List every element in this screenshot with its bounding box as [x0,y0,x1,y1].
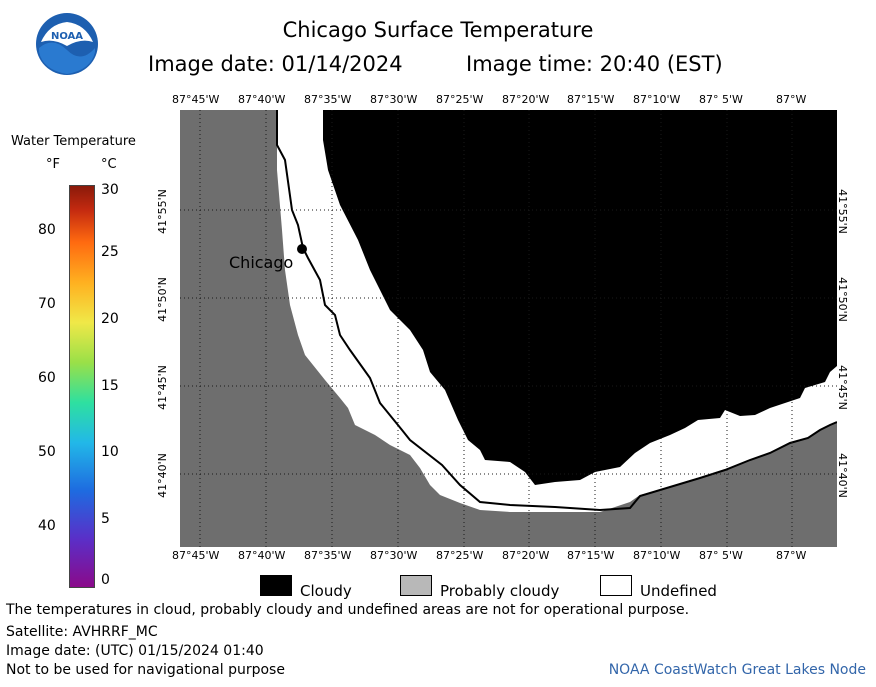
lon-label: 87°10'W [633,93,681,106]
lat-label: 41°55'N [835,189,849,234]
lat-label: 41°55'N [155,189,169,234]
lon-label: 87°15'W [567,549,615,562]
lon-label: 87°W [776,93,807,106]
operational-note: The temperatures in cloud, probably clou… [6,602,690,618]
image-time: Image time: 20:40 (EST) [466,52,723,76]
shoreline [276,110,837,512]
lon-label: 87°45'W [172,549,220,562]
nav-warning: Not to be used for navigational purpose [6,662,285,678]
c-tick: 20 [101,311,119,327]
map-panel [180,110,837,547]
lon-label: 87°30'W [370,549,418,562]
undefined-label: Undefined [640,582,717,600]
lon-label: 87°35'W [304,93,352,106]
lon-label: 87°20'W [502,93,550,106]
lon-label: 87°15'W [567,93,615,106]
f-tick: 50 [38,444,56,460]
cloudy-swatch [260,575,292,596]
lat-label: 41°50'N [835,277,849,322]
lon-label: 87°30'W [370,93,418,106]
lat-label: 41°45'N [835,365,849,410]
c-tick: 5 [101,511,110,527]
scale-unit-f: °F [46,157,60,172]
logo-text: NOAA [51,31,83,42]
city-label: Chicago [229,253,294,272]
lon-label: 87°25'W [436,93,484,106]
lon-label: 87° 5'W [699,93,743,106]
c-tick: 10 [101,444,119,460]
scale-title: Water Temperature [11,134,136,149]
c-tick: 15 [101,378,119,394]
c-tick: 25 [101,244,119,260]
f-tick: 60 [38,370,56,386]
utc-date-line: Image date: (UTC) 01/15/2024 01:40 [6,643,264,659]
lon-label: 87°40'W [238,93,286,106]
noaa-logo: NOAA [36,13,98,75]
lon-label: 87°40'W [238,549,286,562]
cloudy-label: Cloudy [300,582,352,600]
lon-label: 87°35'W [304,549,352,562]
probably-cloudy-swatch [400,575,432,596]
graticule [180,110,837,547]
c-tick: 30 [101,182,119,198]
lon-label: 87° 5'W [699,549,743,562]
lon-label: 87°20'W [502,549,550,562]
lat-label: 41°40'N [155,453,169,498]
c-tick: 0 [101,572,110,588]
lat-label: 41°40'N [835,453,849,498]
f-tick: 70 [38,296,56,312]
image-date: Image date: 01/14/2024 [148,52,403,76]
lon-label: 87°25'W [436,549,484,562]
scale-unit-c: °C [101,157,117,172]
lon-label: 87°W [776,549,807,562]
lon-label: 87°45'W [172,93,220,106]
lat-label: 41°45'N [155,365,169,410]
credit-line: NOAA CoastWatch Great Lakes Node [608,662,866,678]
f-tick: 40 [38,518,56,534]
chicago-marker [297,244,307,254]
lon-label: 87°10'W [633,549,681,562]
probably-cloudy-label: Probably cloudy [440,582,560,600]
satellite-line: Satellite: AVHRRF_MC [6,624,158,640]
color-bar [69,185,95,588]
f-tick: 80 [38,222,56,238]
undefined-swatch [600,575,632,596]
page-title: Chicago Surface Temperature [282,18,594,42]
lat-label: 41°50'N [155,277,169,322]
